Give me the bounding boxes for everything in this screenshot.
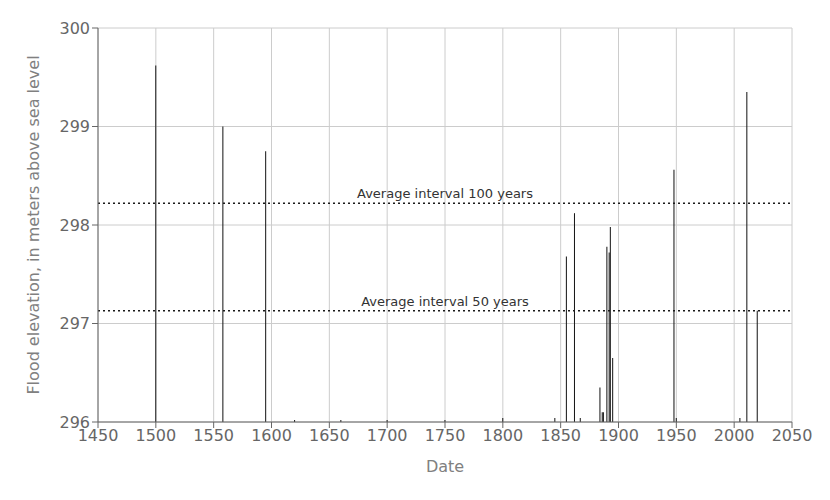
svg-text:Flood elevation, in meters abo: Flood elevation, in meters above sea lev…: [24, 55, 43, 394]
svg-text:Date: Date: [426, 457, 464, 476]
svg-text:296: 296: [59, 413, 90, 432]
svg-text:299: 299: [59, 117, 90, 136]
svg-text:300: 300: [59, 19, 90, 38]
svg-text:1800: 1800: [482, 426, 523, 445]
svg-text:1450: 1450: [77, 426, 119, 446]
svg-text:1550: 1550: [193, 426, 234, 445]
svg-text:1750: 1750: [425, 426, 466, 445]
svg-text:Average interval 100 years: Average interval 100 years: [357, 186, 533, 201]
svg-text:1650: 1650: [309, 426, 350, 445]
svg-text:2050: 2050: [772, 426, 813, 445]
svg-text:1500: 1500: [135, 426, 176, 445]
svg-text:297: 297: [59, 314, 90, 333]
svg-text:1850: 1850: [540, 426, 581, 445]
svg-text:1700: 1700: [367, 426, 408, 445]
svg-text:Average interval 50 years: Average interval 50 years: [361, 294, 529, 309]
svg-text:298: 298: [59, 216, 90, 235]
svg-text:2000: 2000: [714, 426, 755, 445]
svg-text:1950: 1950: [656, 426, 697, 445]
svg-text:1600: 1600: [251, 426, 292, 445]
svg-text:1900: 1900: [598, 426, 639, 445]
